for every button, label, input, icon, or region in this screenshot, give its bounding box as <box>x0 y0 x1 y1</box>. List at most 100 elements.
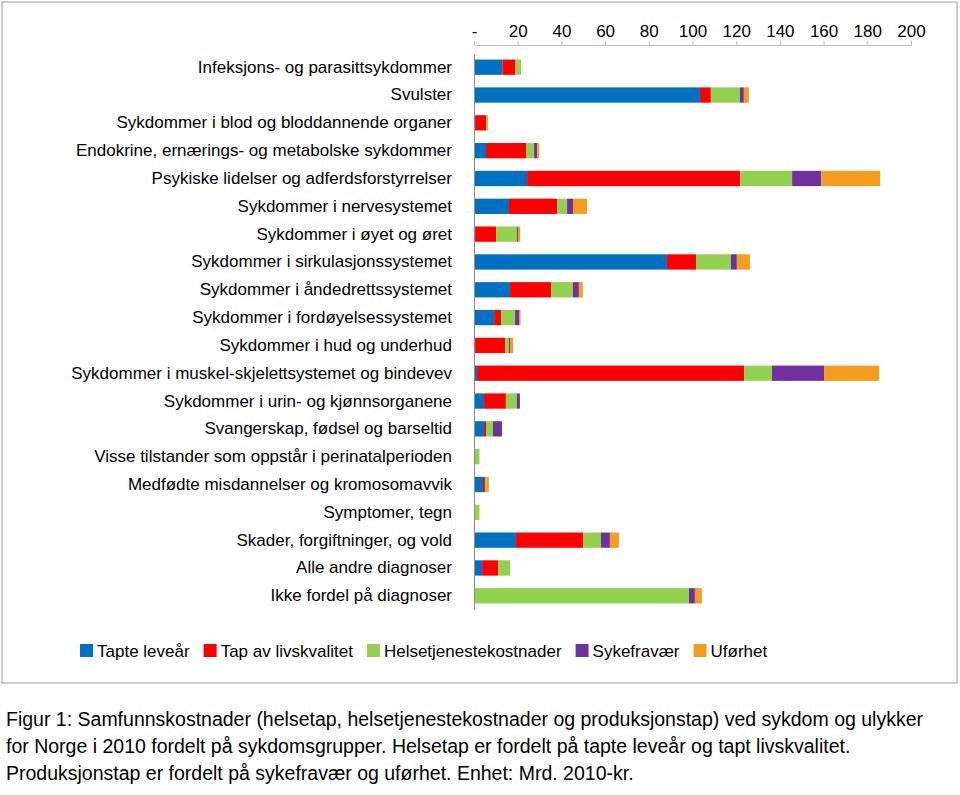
bar-segment <box>527 171 740 186</box>
x-tick-label: 100 <box>679 22 707 41</box>
bar-segment <box>474 310 494 325</box>
bar-segment <box>498 560 510 575</box>
bar-segment <box>477 366 744 381</box>
legend-swatch <box>367 644 380 657</box>
legend-swatch <box>576 644 589 657</box>
x-tick-mark <box>824 41 825 45</box>
bar-segment <box>474 143 486 158</box>
bar-segment <box>583 532 601 547</box>
bar-segment <box>567 199 573 214</box>
series-bars <box>493 87 824 603</box>
bar-segment <box>737 254 750 269</box>
bar-segment <box>484 393 506 408</box>
x-tick-mark <box>605 41 606 45</box>
x-tick-label: 20 <box>509 22 528 41</box>
bar-segment <box>474 560 482 575</box>
x-tick: 120 <box>723 22 751 45</box>
bar-segment <box>551 282 573 297</box>
bar-segment <box>486 115 488 130</box>
bar-segment <box>474 393 484 408</box>
bar-segment <box>695 588 702 603</box>
y-tick-label: Sykdommer i fordøyelsessystemet <box>192 308 452 327</box>
y-tick-label: Sykdommer i hud og underhud <box>220 336 452 355</box>
y-tick: Infeksjons- og parasittsykdommer <box>198 58 474 77</box>
x-tick-mark <box>649 41 650 45</box>
bar-segment <box>824 366 879 381</box>
legend-item: Uførhet <box>694 642 768 661</box>
series-bars <box>474 60 700 576</box>
bar-segment <box>510 338 513 353</box>
series-bars <box>474 60 792 604</box>
bar-segment <box>517 226 518 241</box>
x-tick-mark <box>867 41 868 45</box>
y-axis-line <box>474 55 475 610</box>
bar-segment <box>510 560 511 575</box>
bar-segment <box>821 171 880 186</box>
bar-segment <box>516 60 520 75</box>
bar-segment <box>731 254 737 269</box>
bar-segment <box>479 505 480 520</box>
bar-segment <box>479 449 480 464</box>
x-tick-mark <box>780 41 781 45</box>
chart-border <box>2 2 957 683</box>
bar-segment <box>487 477 489 492</box>
bar-segment <box>485 477 487 492</box>
x-tick-mark <box>736 41 737 45</box>
bar-segment <box>479 505 480 520</box>
x-tick: 20 <box>509 22 528 45</box>
bar-segment <box>537 143 539 158</box>
legend: Tapte leveårTap av livskvalitetHelsetjen… <box>80 642 767 661</box>
x-tick: 140 <box>766 22 794 45</box>
bar-segment <box>506 393 517 408</box>
y-tick: Sykdommer i muskel-skjelettsystemet og b… <box>71 364 474 383</box>
y-tick-label: Svulster <box>391 85 453 104</box>
y-tick: Alle andre diagnoser <box>296 558 474 577</box>
bar-segment <box>744 366 772 381</box>
bar-segment <box>519 393 520 408</box>
y-tick-label: Sykdommer i blod og bloddannende organer <box>116 113 452 132</box>
bar-segment <box>483 477 485 492</box>
y-tick: Sykdommer i blod og bloddannende organer <box>116 113 474 132</box>
y-tick-label: Sykdommer i øyet og øret <box>256 225 452 244</box>
y-tick: Sykdommer i sirkulasjonssystemet <box>191 252 474 271</box>
series-bars <box>487 60 880 604</box>
bar-segment <box>496 226 517 241</box>
y-tick: Svulster <box>391 85 474 104</box>
y-tick: Sykdommer i fordøyelsessystemet <box>192 308 474 327</box>
bar-segment <box>534 143 537 158</box>
bar-segment <box>509 199 557 214</box>
x-tick: 160 <box>810 22 838 45</box>
bar-segment <box>505 338 509 353</box>
legend-label: Helsetjenestekostnader <box>384 642 562 661</box>
bar-segment <box>557 199 567 214</box>
bar-segment <box>740 171 792 186</box>
bars <box>474 60 880 604</box>
bar-segment <box>484 421 486 436</box>
bar-segment <box>515 310 519 325</box>
bar-segment <box>520 60 521 75</box>
bar-segment <box>526 143 534 158</box>
y-tick-label: Sykdommer i sirkulasjonssystemet <box>191 252 452 271</box>
x-tick-label: - <box>472 22 478 41</box>
bar-segment <box>502 60 515 75</box>
legend-item: Sykefravær <box>576 642 680 661</box>
x-tick-label: 140 <box>766 22 794 41</box>
chart-container: -20406080100120140160180200Infeksjons- o… <box>0 0 960 694</box>
y-tick-label: Symptomer, tegn <box>323 503 452 522</box>
bar-segment <box>474 477 483 492</box>
y-tick: Medfødte misdannelser og kromosomavvik <box>128 475 474 494</box>
x-tick: - <box>472 22 478 45</box>
bar-segment <box>488 115 489 130</box>
legend-label: Sykefravær <box>593 642 680 661</box>
y-tick: Svangerskap, fødsel og barseltid <box>204 419 474 438</box>
bar-segment <box>488 115 489 130</box>
x-tick: 60 <box>596 22 615 45</box>
y-tick: Sykdommer i hud og underhud <box>220 336 474 355</box>
bar-segment <box>486 421 493 436</box>
y-tick-label: Endokrine, ernærings- og metabolske sykd… <box>76 141 452 160</box>
x-tick-label: 180 <box>854 22 882 41</box>
x-tick: 180 <box>854 22 882 45</box>
legend-swatch <box>80 644 93 657</box>
bar-segment <box>474 87 700 102</box>
y-tick-label: Skader, forgiftninger, og vold <box>237 531 452 550</box>
